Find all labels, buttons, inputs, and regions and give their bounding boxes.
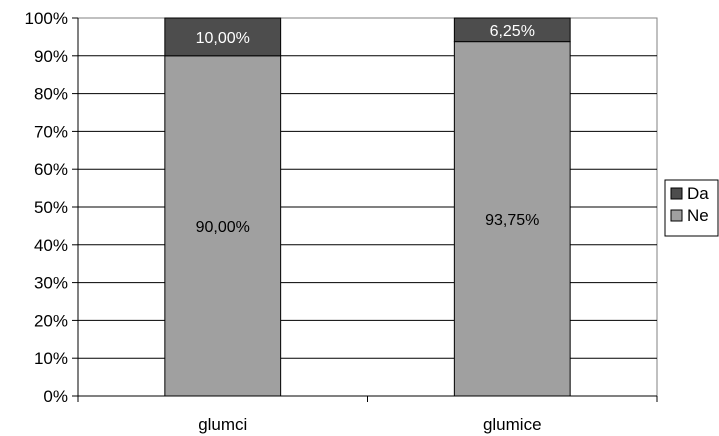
legend: Da Ne xyxy=(665,180,718,236)
y-tick-label: 10% xyxy=(34,349,68,368)
y-axis-ticks: 0% 10% 20% 30% 40% 50% 60% 70% 80% 90% 100% xyxy=(25,9,78,406)
x-tick-label: glumci xyxy=(198,415,247,434)
data-label: 90,00% xyxy=(196,219,250,236)
y-tick-label: 80% xyxy=(34,85,68,104)
y-tick-label: 60% xyxy=(34,160,68,179)
y-tick-label: 40% xyxy=(34,236,68,255)
legend-label-da: Da xyxy=(687,184,709,203)
data-label: 10,00% xyxy=(196,30,250,47)
y-tick-label: 50% xyxy=(34,198,68,217)
y-tick-label: 70% xyxy=(34,122,68,141)
y-tick-label: 90% xyxy=(34,47,68,66)
y-tick-label: 100% xyxy=(25,9,68,28)
y-tick-label: 30% xyxy=(34,274,68,293)
data-label: 6,25% xyxy=(490,23,535,40)
data-label: 93,75% xyxy=(485,212,539,229)
legend-label-ne: Ne xyxy=(687,206,709,225)
legend-swatch-da xyxy=(671,188,682,199)
y-tick-label: 0% xyxy=(43,387,68,406)
y-tick-label: 20% xyxy=(34,311,68,330)
x-axis-ticks: glumci glumice xyxy=(78,396,657,434)
legend-swatch-ne xyxy=(671,210,682,221)
x-tick-label: glumice xyxy=(483,415,542,434)
